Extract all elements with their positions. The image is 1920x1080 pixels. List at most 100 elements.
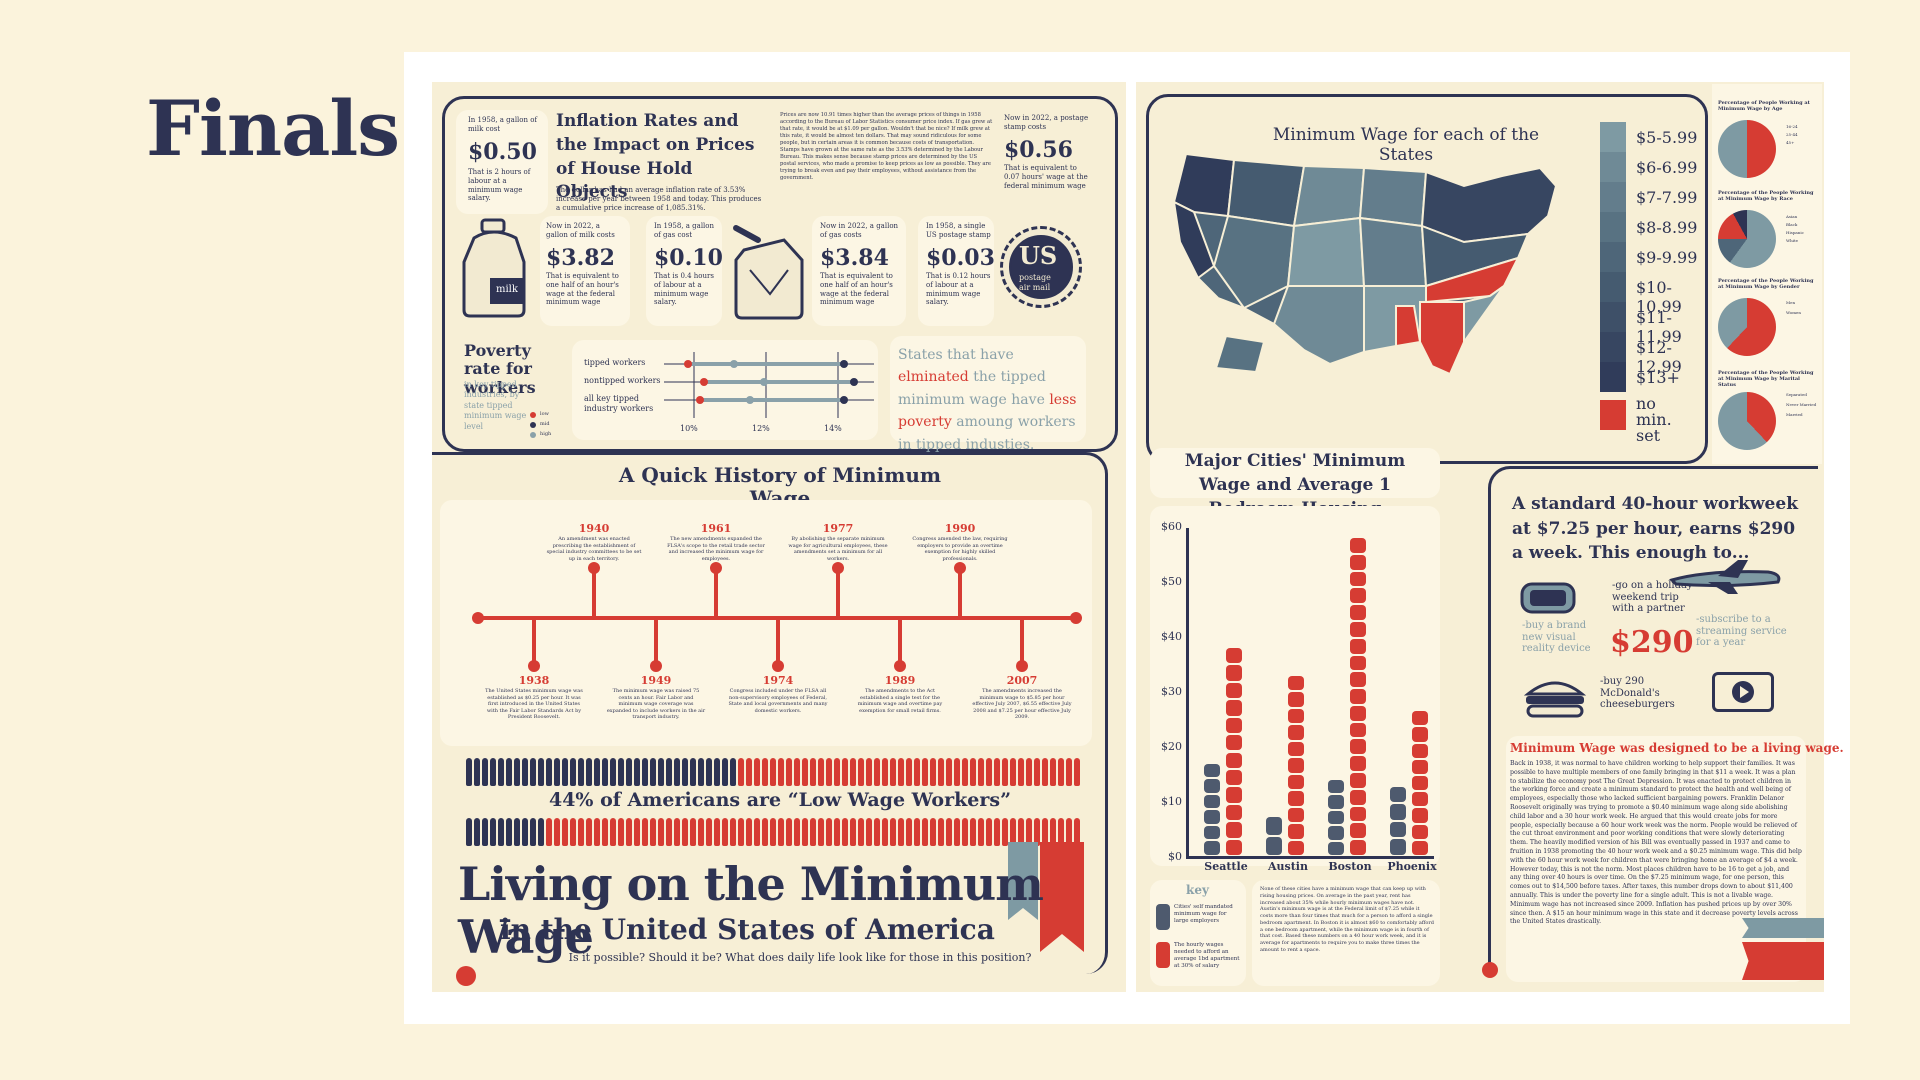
bar-segment [1266,817,1282,836]
bar-segment [1226,648,1242,664]
year-1938: 1938 [518,674,550,687]
bar-phoenix-housing [1412,710,1428,856]
history-text-1938: The United States minimum wage was estab… [485,688,583,720]
map-legend-label-0: $5-5.99 [1636,128,1698,147]
ribbon-decoration [1008,842,1084,952]
map-legend-label-8: $13+ [1636,368,1680,387]
bar-segment [1288,725,1304,740]
bar-segment [1204,763,1220,778]
person-icon [1034,758,1040,786]
bar-segment [1350,705,1366,721]
person-icon [634,818,640,846]
bar-austin-housing [1288,675,1304,857]
person-icon [810,758,816,786]
person-icon [714,818,720,846]
person-icon [482,818,488,846]
person-icon [1018,818,1024,846]
year-2007: 2007 [1006,674,1038,687]
bar-seattle-housing [1226,647,1242,856]
poverty-subtitle: in key tipped industries, by state tippe… [464,380,527,431]
person-icon [794,818,800,846]
ytick-40: $40 [1161,630,1182,643]
stamp-small-text-2: air mail [1019,283,1051,292]
gas-2022-card [812,216,906,326]
bar-segment [1412,743,1428,758]
bar-segment [1288,741,1304,756]
person-icon [642,818,648,846]
map-legend-label-9: no min. set [1636,394,1672,445]
gas-2022-note: That is equivalent to one half of an hou… [820,272,893,307]
bar-segment [1226,700,1242,716]
milk-label: milk [496,284,518,295]
ytick-10: $10 [1161,795,1182,808]
stamp-2022-note: That is equivalent to 0.07 hours' wage a… [1004,164,1088,190]
burger-icon [1523,676,1587,720]
timeline-start-dot [472,612,484,624]
hero-title: Living on the Minimum Wage [458,857,1044,964]
person-icon [514,818,520,846]
person-icon [762,818,768,846]
bar-segment [1412,727,1428,742]
person-icon [1010,758,1016,786]
key-housing-swatch [1156,942,1170,968]
pie-marital-legend-2: Married [1786,412,1803,417]
postage-stamp-icon: US postage air mail [1000,226,1082,308]
person-icon [954,758,960,786]
cities-title-card [1150,448,1440,498]
milk-2022-card [540,216,630,326]
map-legend-swatch-9 [1600,400,1626,430]
timeline-stem-1977 [836,568,840,620]
ytick-20: $20 [1161,740,1182,753]
timeline-axis [476,616,1074,620]
x-label-austin: Austin [1268,860,1308,873]
key-title: key [1186,883,1209,897]
person-icon [970,818,976,846]
bar-boston-wage [1328,779,1344,856]
person-icon [626,818,632,846]
person-icon [802,818,808,846]
person-icon [1074,758,1080,786]
year-1990: 1990 [944,522,976,535]
timeline-dot-1989 [894,660,906,672]
person-icon [754,758,760,786]
gas-1958-note: That is 0.4 hours of labour at a minimum… [654,272,714,307]
person-icon [714,758,720,786]
history-text-1977: By abolishing the separate minimum wage … [788,536,888,562]
ribbon-red [1742,942,1824,980]
bar-segment [1226,735,1242,751]
pie-race-legend-0: Asian [1786,214,1798,219]
milk-1958-price: $0.50 [468,139,537,165]
person-icon [1018,758,1024,786]
poverty-row-all: all key tipped industry workers [584,394,654,413]
person-icon [522,758,528,786]
person-icon [1010,818,1016,846]
person-icon [642,758,648,786]
x-label-seattle: Seattle [1204,860,1248,873]
bar-segment [1350,806,1366,822]
person-icon [786,818,792,846]
person-icon [778,758,784,786]
bar-segment [1226,752,1242,768]
person-icon [466,818,472,846]
bar-segment [1328,795,1344,809]
bar-segment [1350,655,1366,671]
person-icon [1058,758,1064,786]
timeline-dot-1940 [588,562,600,574]
poverty-tick-14: 14% [824,424,842,433]
gas-1958-card [646,216,722,326]
bar-segment [1390,839,1406,855]
person-icon [762,758,768,786]
stamp-big-text: US [1019,241,1058,270]
workweek-frame [1488,466,1818,976]
bar-segment [1350,605,1366,620]
timeline-stem-1989 [898,618,902,664]
person-icon [746,758,752,786]
person-icon [746,818,752,846]
pie-age-title: Percentage of People Working at Minimum … [1718,100,1810,112]
bar-segment [1328,810,1344,825]
map-legend: $5-5.99 $6-6.99 $7-7.99 $8-8.99 $9-9.99 … [1600,122,1700,444]
bar-segment [1350,554,1366,570]
person-icon [906,818,912,846]
person-icon [1050,758,1056,786]
stamp-1958-lead: In 1958, a single US postage stamp [926,222,991,239]
